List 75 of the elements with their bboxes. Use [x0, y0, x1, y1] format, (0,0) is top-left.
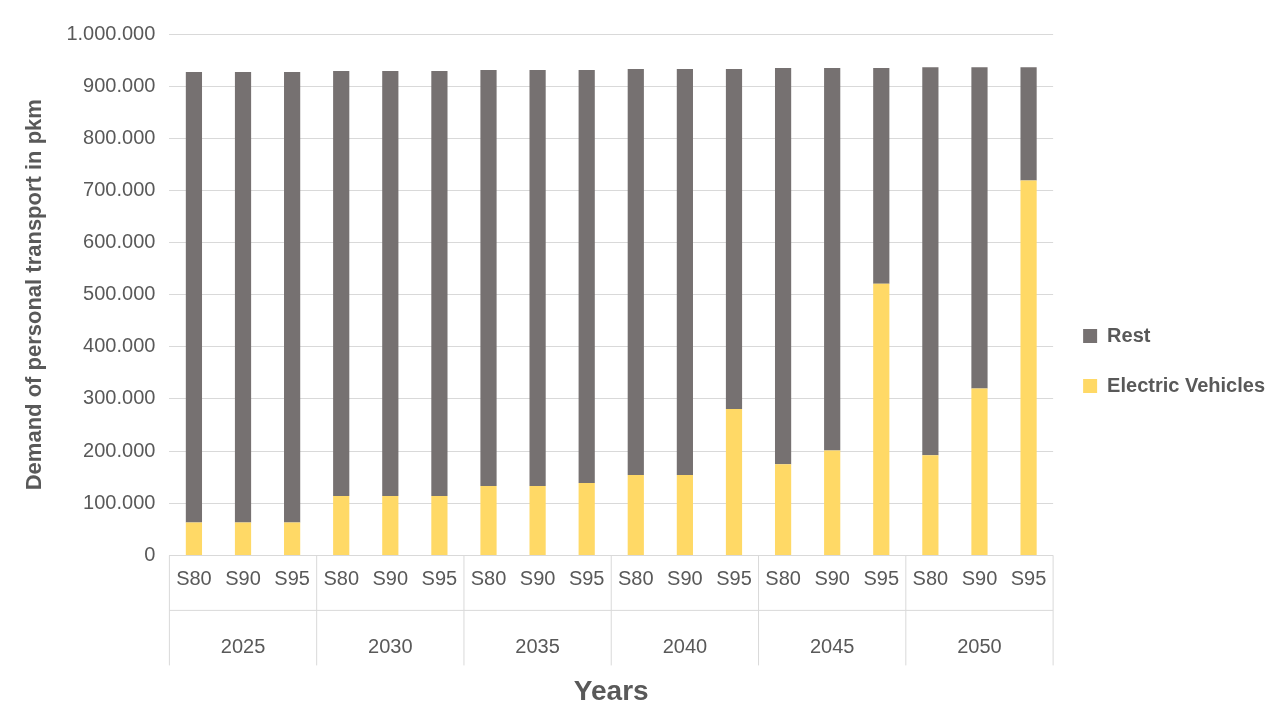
x-tick-label: S95	[274, 566, 310, 589]
y-tick-label: 200.000	[83, 438, 156, 461]
x-tick-label: S90	[225, 566, 261, 589]
bar	[382, 495, 399, 555]
bar	[627, 475, 644, 555]
y-tick-label: 500.000	[83, 282, 156, 305]
bar	[529, 69, 546, 487]
bar	[431, 71, 448, 496]
text: 2050	[957, 634, 1002, 657]
bar	[1020, 67, 1037, 181]
x-tick-label: S95	[863, 566, 900, 589]
x-tick-label: S80	[618, 566, 654, 589]
x-tick-label: S95	[421, 566, 458, 589]
text: 2045	[809, 634, 855, 657]
x-tick-label: S90	[372, 566, 409, 589]
y-tick-label: 600.000	[83, 230, 156, 253]
bar	[676, 68, 693, 476]
x-tick-label: S90	[519, 566, 556, 589]
bar	[824, 450, 841, 555]
legend-label: Electric Vehicles	[1107, 373, 1266, 396]
y-tick-label: 400.000	[83, 334, 156, 357]
bar	[922, 455, 939, 555]
x-axis-title: Years	[573, 674, 649, 706]
bar	[971, 67, 988, 389]
x-tick-label: S80	[765, 566, 801, 589]
bar	[529, 486, 546, 555]
x-tick-label: S80	[912, 566, 949, 589]
bar	[480, 69, 497, 487]
bar	[873, 283, 890, 555]
y-tick-label: 300.000	[83, 386, 156, 409]
bar	[725, 408, 743, 555]
bar	[971, 388, 988, 555]
bar	[627, 68, 644, 476]
bar	[1020, 180, 1037, 555]
x-tick-label: S90	[961, 566, 998, 589]
text: 2035	[515, 634, 560, 657]
bar	[578, 69, 595, 483]
x-tick-label: S95	[1010, 566, 1047, 589]
bar	[873, 67, 890, 284]
bar	[774, 464, 792, 555]
bar	[284, 72, 301, 523]
bar	[185, 522, 203, 555]
x-tick-label: S95	[716, 566, 752, 589]
bar	[725, 68, 743, 409]
y-axis-title: Demand of personal transport in pkm	[21, 99, 47, 491]
y-tick-label: 800.000	[83, 125, 156, 148]
x-tick-label: S80	[323, 566, 360, 589]
bar	[824, 67, 841, 451]
x-tick-label: S95	[568, 566, 605, 589]
legend-label: Rest	[1107, 323, 1151, 346]
bar	[774, 67, 792, 465]
bar	[284, 522, 301, 555]
y-tick-label: 900.000	[83, 73, 156, 96]
bar	[185, 72, 203, 523]
bar	[234, 72, 252, 523]
x-tick-label: S90	[667, 566, 703, 589]
bar	[676, 475, 693, 555]
bar	[578, 482, 595, 555]
bar	[431, 495, 448, 555]
x-tick-label: S90	[814, 566, 850, 589]
y-tick-label: 100.000	[83, 490, 156, 513]
bar	[333, 71, 350, 496]
bar	[333, 495, 350, 555]
bar	[382, 71, 399, 496]
text: 2025	[220, 634, 266, 657]
y-tick-label: 1.000.000	[66, 21, 156, 44]
x-tick-label: S80	[176, 566, 212, 589]
text: 2030	[368, 634, 413, 657]
x-tick-label: S80	[470, 566, 507, 589]
bar	[234, 522, 252, 555]
text: 2040	[662, 634, 708, 657]
y-tick-label: 0	[144, 542, 156, 565]
bar	[922, 67, 939, 456]
y-tick-label: 700.000	[83, 177, 156, 200]
bar	[480, 486, 497, 555]
